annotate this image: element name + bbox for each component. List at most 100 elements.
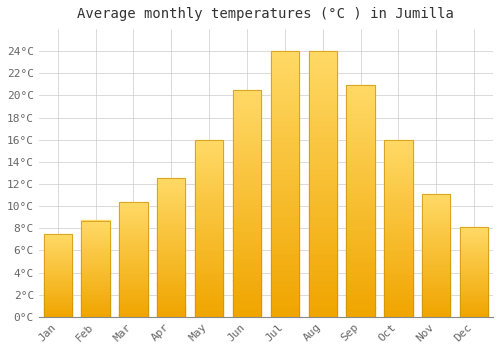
- Bar: [460, 231, 488, 232]
- Bar: [233, 158, 261, 162]
- Bar: [270, 184, 299, 189]
- Bar: [119, 291, 148, 294]
- Bar: [384, 267, 412, 271]
- Bar: [119, 296, 148, 299]
- Bar: [233, 167, 261, 172]
- Bar: [460, 285, 488, 286]
- Bar: [460, 229, 488, 231]
- Bar: [346, 122, 375, 127]
- Bar: [157, 250, 186, 253]
- Bar: [233, 267, 261, 272]
- Bar: [346, 150, 375, 155]
- Bar: [422, 295, 450, 297]
- Bar: [308, 152, 337, 158]
- Bar: [157, 284, 186, 286]
- Bar: [119, 308, 148, 310]
- Bar: [422, 282, 450, 285]
- Bar: [460, 245, 488, 247]
- Bar: [460, 295, 488, 297]
- Bar: [460, 309, 488, 312]
- Bar: [195, 257, 224, 260]
- Bar: [384, 285, 412, 288]
- Bar: [157, 223, 186, 225]
- Bar: [82, 255, 110, 257]
- Bar: [270, 258, 299, 264]
- Bar: [346, 173, 375, 178]
- Bar: [44, 254, 72, 256]
- Bar: [119, 305, 148, 308]
- Bar: [308, 216, 337, 221]
- Bar: [460, 259, 488, 261]
- Bar: [460, 236, 488, 238]
- Bar: [82, 292, 110, 294]
- Bar: [195, 150, 224, 154]
- Bar: [195, 158, 224, 161]
- Bar: [460, 279, 488, 281]
- Bar: [82, 259, 110, 261]
- Bar: [308, 141, 337, 147]
- Bar: [460, 292, 488, 294]
- Bar: [119, 234, 148, 236]
- Bar: [346, 243, 375, 247]
- Bar: [119, 287, 148, 289]
- Bar: [119, 268, 148, 271]
- Bar: [233, 258, 261, 262]
- Bar: [422, 233, 450, 236]
- Bar: [119, 206, 148, 209]
- Bar: [422, 228, 450, 231]
- Bar: [460, 256, 488, 258]
- Bar: [82, 238, 110, 240]
- Bar: [346, 275, 375, 280]
- Bar: [384, 147, 412, 150]
- Bar: [233, 94, 261, 99]
- Bar: [346, 104, 375, 108]
- Bar: [422, 267, 450, 270]
- Bar: [270, 163, 299, 168]
- Bar: [195, 235, 224, 239]
- Bar: [157, 239, 186, 242]
- Bar: [346, 238, 375, 243]
- Bar: [422, 206, 450, 209]
- Bar: [422, 309, 450, 312]
- Bar: [460, 266, 488, 268]
- Bar: [270, 226, 299, 232]
- Bar: [346, 99, 375, 104]
- Bar: [460, 315, 488, 317]
- Bar: [422, 307, 450, 309]
- Bar: [460, 290, 488, 292]
- Bar: [233, 248, 261, 253]
- Bar: [119, 250, 148, 252]
- Bar: [195, 200, 224, 203]
- Bar: [195, 182, 224, 186]
- Bar: [82, 280, 110, 282]
- Bar: [119, 254, 148, 257]
- Bar: [44, 313, 72, 315]
- Bar: [82, 220, 110, 317]
- Bar: [346, 233, 375, 238]
- Bar: [195, 285, 224, 288]
- Bar: [308, 125, 337, 131]
- Bar: [233, 262, 261, 267]
- Bar: [157, 178, 186, 181]
- Bar: [460, 302, 488, 304]
- Bar: [384, 235, 412, 239]
- Bar: [82, 272, 110, 274]
- Bar: [384, 260, 412, 264]
- Bar: [82, 222, 110, 224]
- Bar: [270, 110, 299, 115]
- Bar: [460, 248, 488, 251]
- Bar: [384, 239, 412, 243]
- Bar: [44, 244, 72, 245]
- Bar: [422, 240, 450, 243]
- Bar: [44, 270, 72, 272]
- Bar: [422, 214, 450, 216]
- Bar: [119, 280, 148, 282]
- Bar: [308, 115, 337, 120]
- Bar: [308, 312, 337, 317]
- Bar: [119, 243, 148, 245]
- Bar: [119, 227, 148, 229]
- Bar: [308, 280, 337, 285]
- Bar: [157, 209, 186, 212]
- Bar: [44, 259, 72, 260]
- Bar: [346, 294, 375, 298]
